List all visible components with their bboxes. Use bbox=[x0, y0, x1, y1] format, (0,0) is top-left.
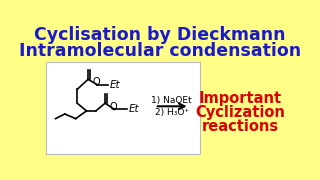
Text: 2) H₃O⁺: 2) H₃O⁺ bbox=[155, 108, 189, 117]
Text: O: O bbox=[110, 102, 117, 112]
Text: 1) NaOEt: 1) NaOEt bbox=[151, 96, 192, 105]
Text: Cyclization: Cyclization bbox=[195, 105, 285, 120]
Text: Intramolecular condensation: Intramolecular condensation bbox=[19, 42, 301, 60]
Text: Cyclisation by Dieckmann: Cyclisation by Dieckmann bbox=[34, 26, 286, 44]
Text: Et: Et bbox=[110, 80, 120, 90]
Text: Important: Important bbox=[198, 91, 282, 106]
Bar bbox=[46, 62, 200, 154]
Text: O: O bbox=[93, 77, 100, 87]
Text: Et: Et bbox=[128, 104, 139, 114]
Text: reactions: reactions bbox=[201, 119, 278, 134]
